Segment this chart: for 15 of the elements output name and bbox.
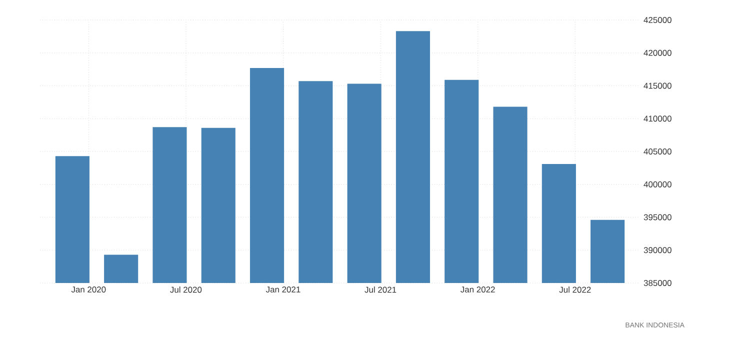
x-tick-label: Jul 2020 <box>170 286 202 293</box>
x-tick-label: Jan 2020 <box>71 286 106 293</box>
y-tick-label: 400000 <box>644 181 672 188</box>
y-tick-label: 415000 <box>644 82 672 89</box>
y-tick-label: 405000 <box>644 148 672 154</box>
y-tick-label: 395000 <box>644 214 672 220</box>
x-tick-label: Jan 2021 <box>266 286 300 293</box>
y-tick-label: 420000 <box>644 50 672 56</box>
x-tick-label: Jan 2022 <box>460 286 495 293</box>
y-tick-label: 410000 <box>644 116 672 122</box>
x-tick-label: Jul 2021 <box>364 286 396 293</box>
y-tick-label: 425000 <box>644 17 672 23</box>
y-tick-label: 385000 <box>644 280 672 286</box>
x-tick-label: Jul 2022 <box>559 286 591 293</box>
y-tick-label: 390000 <box>644 247 672 254</box>
